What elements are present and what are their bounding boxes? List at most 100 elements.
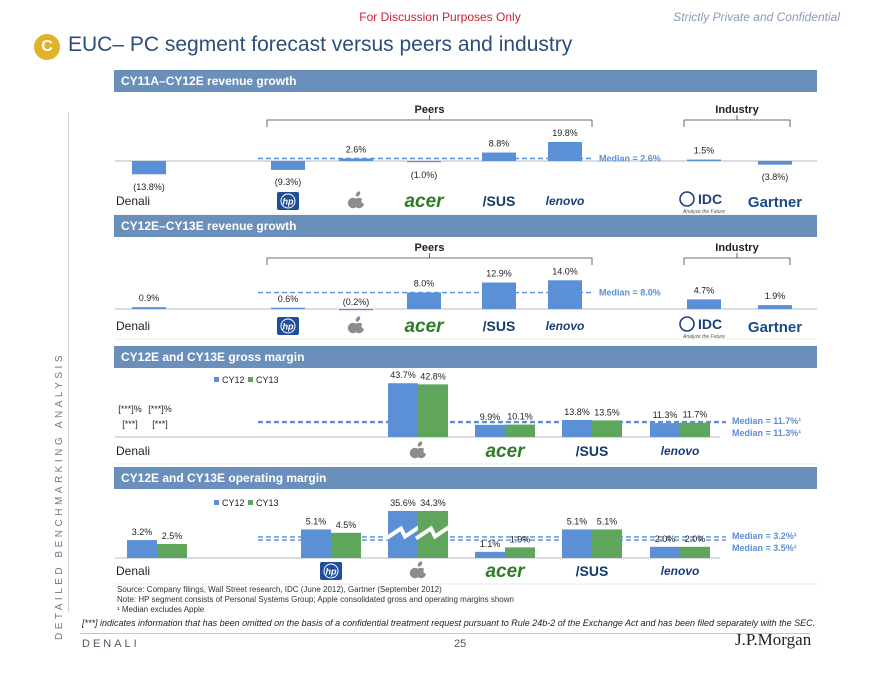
hp-note: Note: HP segment consists of Personal Sy… xyxy=(117,595,514,604)
bar-label-cy13-hp-3: 4.5% xyxy=(336,520,357,530)
bar-label-cy12-lenovo-3: 2.0% xyxy=(655,534,676,544)
bar-label-denali-1: 0.9% xyxy=(139,293,160,303)
bar-cy12-asus-3 xyxy=(562,529,592,558)
bar-cy13-acer-2 xyxy=(505,424,535,437)
bar-label-cy12-lenovo-2: 11.3% xyxy=(653,410,678,420)
lenovo-logo: lenovo xyxy=(546,194,585,208)
bar-label-cy12-apple-2: 43.7% xyxy=(390,370,416,380)
discussion-notice: For Discussion Purposes Only xyxy=(359,10,521,24)
median-label-2-1: Median = 11.3%¹ xyxy=(732,428,801,438)
confidential-notice: Strictly Private and Confidential xyxy=(673,10,840,24)
bar-label-cy12-denali-3: 3.2% xyxy=(132,527,153,537)
bar-label-cy13-acer-2: 10.1% xyxy=(507,412,533,422)
median-label-1: Median = 8.0% xyxy=(599,288,661,298)
median-label-0: Median = 2.6% xyxy=(599,154,661,164)
page-number: 25 xyxy=(454,638,467,650)
bar-label-asus-0: 8.8% xyxy=(489,139,510,149)
bar-cy12-acer-3 xyxy=(475,551,505,558)
legend-swatch-cy13-2 xyxy=(248,377,253,382)
median-label-2-0: Median = 11.7%¹ xyxy=(732,416,801,426)
bar-label-cy13-apple-2: 42.8% xyxy=(420,371,446,381)
bar-label-apple-0: 2.6% xyxy=(346,145,367,155)
footer-project-name: DENALI xyxy=(82,638,140,650)
bar-denali-0 xyxy=(132,161,166,175)
side-divider xyxy=(68,112,69,612)
bar-label-cy12-acer-2: 9.9% xyxy=(480,412,501,422)
peers-0-bracket xyxy=(266,115,593,127)
asus-logo: /SUS xyxy=(483,318,516,334)
industry-1-label: Industry xyxy=(715,242,759,254)
gartner-logo: Gartner xyxy=(748,319,802,336)
hp-logo-text: hp xyxy=(326,567,337,577)
company-label-2: Denali xyxy=(116,444,150,458)
bar-label-cy12-acer-3: 1.1% xyxy=(480,539,501,549)
axis-break-cy12-3 xyxy=(384,524,422,541)
section-header-revenue-growth-2: CY12E–CY13E revenue growth xyxy=(114,215,817,237)
bar-label-acer-0: (1.0%) xyxy=(411,170,438,180)
bar-cy12-apple-2 xyxy=(388,383,418,437)
bar-gartner-0 xyxy=(758,161,792,165)
legend-cy13-2: CY13 xyxy=(256,375,279,385)
bar-cy13-apple-2 xyxy=(418,384,448,437)
bar-label-cy12-hp-3: 5.1% xyxy=(306,516,327,526)
bar-cy13-denali-3 xyxy=(157,544,187,558)
asus-logo: /SUS xyxy=(576,563,609,579)
apple-icon-bite xyxy=(361,198,367,204)
bar-label-cy13-denali-2: [***]% xyxy=(148,404,172,414)
bar-label-cy13-acer-3: 1.9% xyxy=(510,534,531,544)
bar-hp-0 xyxy=(271,161,305,170)
gartner-logo: Gartner xyxy=(748,194,802,211)
brand-logo: J.P.Morgan xyxy=(735,630,812,649)
bar-label-cy13-asus-3: 5.1% xyxy=(597,516,618,526)
bar-lenovo-0 xyxy=(548,141,582,161)
median-footnote: ¹ Median excludes Apple xyxy=(117,605,205,614)
bar-acer-0 xyxy=(407,161,441,163)
bar-label-gartner-0: (3.8%) xyxy=(762,172,789,182)
bar-label-cy12-denali-2: [***]% xyxy=(118,404,142,414)
bar-apple-0 xyxy=(339,158,373,161)
bar-cy12-acer-2 xyxy=(475,424,505,437)
bar-idc-0 xyxy=(687,159,721,161)
bar-hp-1 xyxy=(271,307,305,309)
bar-label-cy12-asus-2: 13.8% xyxy=(564,407,590,417)
idc-logo-text: IDC xyxy=(698,191,722,207)
bar-label-gartner-1: 1.9% xyxy=(765,291,786,301)
bar-label-cy12-apple-3: 35.6% xyxy=(390,498,416,508)
bar-label-asus-1: 12.9% xyxy=(486,269,512,279)
bar-cy12-lenovo-3 xyxy=(650,546,680,558)
peers-1-bracket xyxy=(266,253,593,265)
acer-logo: acer xyxy=(485,561,526,582)
notes: Source: Company filings, Wall Street res… xyxy=(117,585,514,615)
peers-1-label: Peers xyxy=(415,242,445,254)
hp-logo-text: hp xyxy=(283,197,294,207)
bar-label-cy13-asus-2: 13.5% xyxy=(594,407,620,417)
apple-icon-leaf xyxy=(355,191,361,197)
idc-logo-tagline: Analyze the Future xyxy=(682,334,725,340)
bar-label-apple-1: (0.2%) xyxy=(343,297,370,307)
apple-icon-leaf xyxy=(355,316,361,322)
bar-lenovo-1 xyxy=(548,280,582,309)
idc-logo-globe xyxy=(679,191,695,207)
bar-idc-1 xyxy=(687,299,721,309)
bar-cy13-hp-3 xyxy=(331,532,361,558)
bar-cy12-hp-3 xyxy=(301,529,331,558)
hp-logo-text: hp xyxy=(283,322,294,332)
source-note: Source: Company filings, Wall Street res… xyxy=(117,585,442,594)
hp-logo-ring xyxy=(323,563,339,579)
section-header-gross-margin: CY12E and CY13E gross margin xyxy=(114,346,817,368)
bar-denali-1 xyxy=(132,307,166,309)
bar-gartner-1 xyxy=(758,305,792,309)
bar-label-cy12-asus-3: 5.1% xyxy=(567,516,588,526)
bar-label-idc-1: 4.7% xyxy=(694,285,715,295)
redacted-cy13-2: [***] xyxy=(152,419,168,429)
bar-label-cy13-lenovo-3: 2.0% xyxy=(685,534,706,544)
lenovo-logo: lenovo xyxy=(546,319,585,333)
apple-icon-bite xyxy=(423,448,429,454)
bar-apple-1 xyxy=(339,309,373,311)
acer-logo: acer xyxy=(485,441,526,462)
idc-logo-globe xyxy=(679,316,695,332)
asus-logo: /SUS xyxy=(576,443,609,459)
bar-label-cy13-denali-3: 2.5% xyxy=(162,531,183,541)
legend-cy12-3: CY12 xyxy=(222,498,245,508)
apple-icon-bite xyxy=(423,568,429,574)
